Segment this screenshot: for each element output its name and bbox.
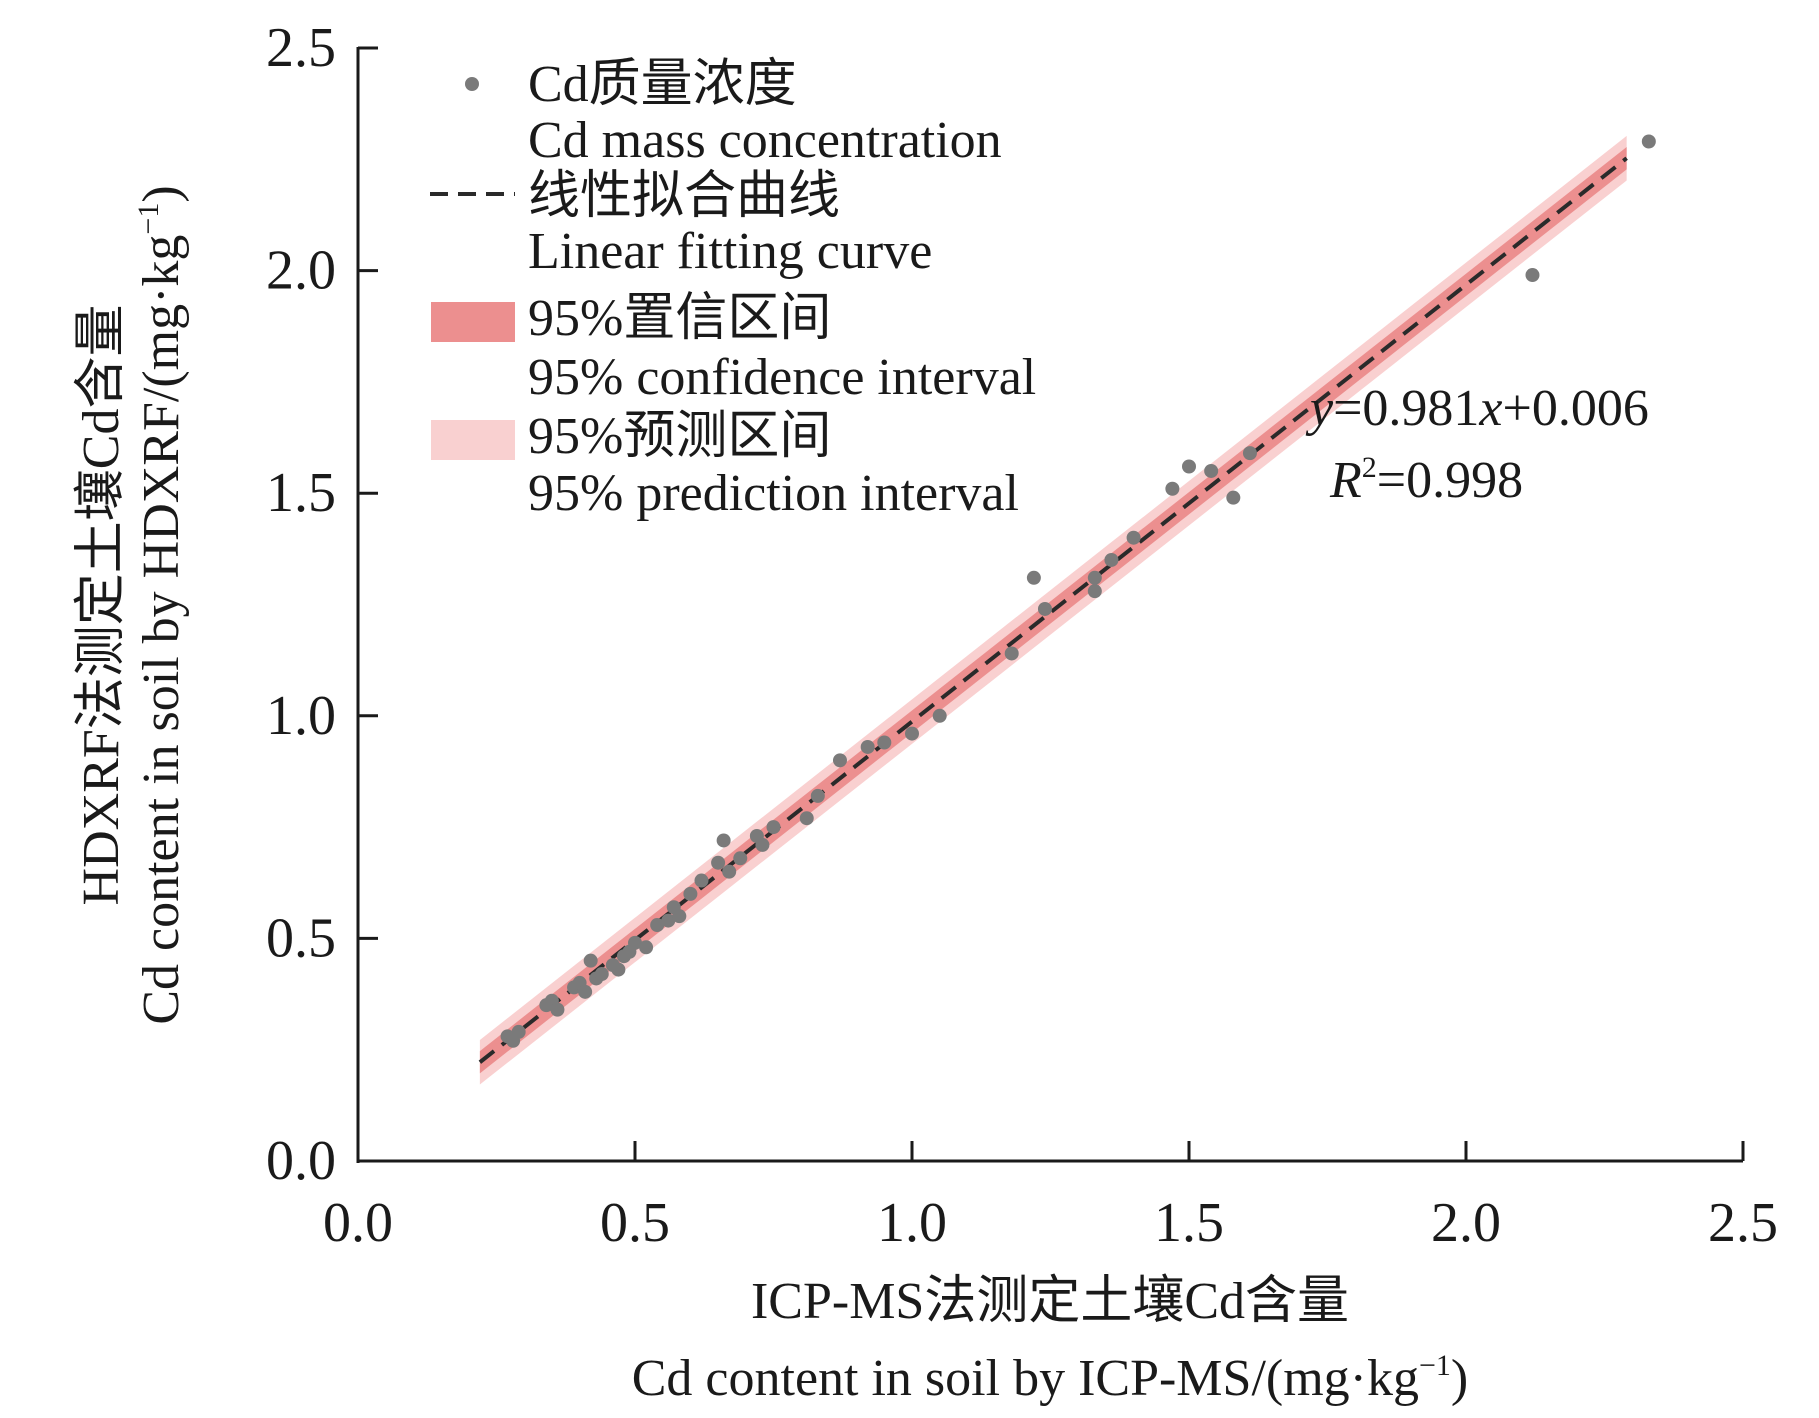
data-point [716,833,731,848]
data-point [755,837,770,852]
data-point [810,788,825,803]
data-point [1104,552,1119,567]
data-point [1165,481,1180,496]
r-sup: 2 [1362,451,1377,484]
x-tick-label: 0.0 [323,1192,393,1254]
x-tick-label: 0.5 [600,1192,670,1254]
data-point [1641,134,1656,149]
legend-pi-swatch [431,420,515,460]
data-point [1087,584,1102,599]
legend-point-marker [465,77,479,91]
data-point [650,918,665,933]
legend-ci-cn: 95%置信区间 [528,290,831,347]
data-point [578,984,593,999]
data-point [550,1002,565,1017]
data-point [683,886,698,901]
data-point [694,873,709,888]
legend-points-cn: Cd质量浓度 [528,56,797,113]
data-point [1204,463,1219,478]
y-tick-label: 0.0 [266,1130,336,1192]
regression-equation: y=0.981x+0.006 [1305,380,1649,437]
data-point [733,851,748,866]
fit-line [478,156,1628,1064]
x-axis-title-en: Cd content in soil by ICP-MS/(mg·kg−1) [632,1349,1469,1407]
r-var: R [1329,452,1362,509]
legend-ci-swatch [431,302,515,342]
y-axis-title-en-main: Cd content in soil by HDXRF/(mg·kg [133,235,190,1025]
fit-line-group [478,156,1628,1064]
eq-x-var: x [1478,380,1502,437]
data-point [672,909,687,924]
data-point [766,820,781,835]
data-point [905,726,919,741]
data-point [1026,570,1041,585]
data-point [1182,459,1196,474]
x-axis-title-en-main: Cd content in soil by ICP-MS/(mg·kg [632,1350,1419,1407]
y-axis-unit-exp: −1 [132,203,165,235]
y-tick-label: 2.5 [266,17,336,79]
y-axis-unit-close: ) [133,185,190,202]
data-point [799,811,814,826]
data-point [832,753,847,768]
legend: Cd质量浓度 Cd mass concentration 线性拟合曲线 Line… [430,56,1036,522]
data-points [500,134,1656,1048]
data-point [1004,646,1019,661]
data-point [594,967,609,982]
x-axis-unit-exp: −1 [1419,1349,1451,1382]
y-axis-title-cn: HDXRF法测定土壤Cd含量 [73,305,130,906]
data-point [860,739,875,754]
legend-pi-en: 95% prediction interval [528,465,1019,522]
r-value: =0.998 [1377,452,1523,509]
data-point [628,935,642,950]
data-point [1226,490,1241,505]
y-axis-title-en: Cd content in soil by HDXRF/(mg·kg−1) [132,185,190,1024]
data-point [1037,601,1052,616]
eq-coef: =0.981 [1333,380,1479,437]
legend-points-en: Cd mass concentration [528,112,1002,169]
axis-ticks: 0.0 0.5 1.0 1.5 2.0 2.5 0.0 0.5 1.0 1.5 2.0 2.5 [266,17,1778,1254]
x-tick-label: 2.0 [1431,1192,1501,1254]
eq-y-var: y [1305,380,1334,437]
y-tick-label: 0.5 [266,907,336,969]
data-point [1087,570,1102,585]
data-point [1525,268,1540,283]
data-point [1242,446,1257,461]
x-tick-label: 1.5 [1154,1192,1224,1254]
x-axis-title-cn: ICP-MS法测定土壤Cd含量 [751,1273,1349,1330]
data-point [722,864,737,879]
data-point [511,1024,526,1039]
x-tick-label: 1.0 [877,1192,947,1254]
r-squared: R2=0.998 [1329,451,1523,509]
data-point [711,855,726,870]
data-point [611,962,626,977]
data-point [583,953,598,968]
data-point [639,940,654,955]
data-point [1126,530,1141,545]
legend-fit-cn: 线性拟合曲线 [528,168,840,225]
data-point [661,913,676,928]
y-tick-label: 2.0 [266,240,336,302]
legend-ci-en: 95% confidence interval [528,349,1036,406]
data-point [877,735,892,750]
x-tick-label: 2.5 [1708,1192,1778,1254]
data-point [932,708,947,723]
x-axis-unit-close: ) [1451,1350,1468,1407]
eq-intercept: +0.006 [1503,380,1649,437]
legend-fit-en: Linear fitting curve [528,223,932,280]
y-tick-label: 1.5 [266,462,336,524]
y-tick-label: 1.0 [266,685,336,747]
legend-pi-cn: 95%预测区间 [528,408,831,465]
